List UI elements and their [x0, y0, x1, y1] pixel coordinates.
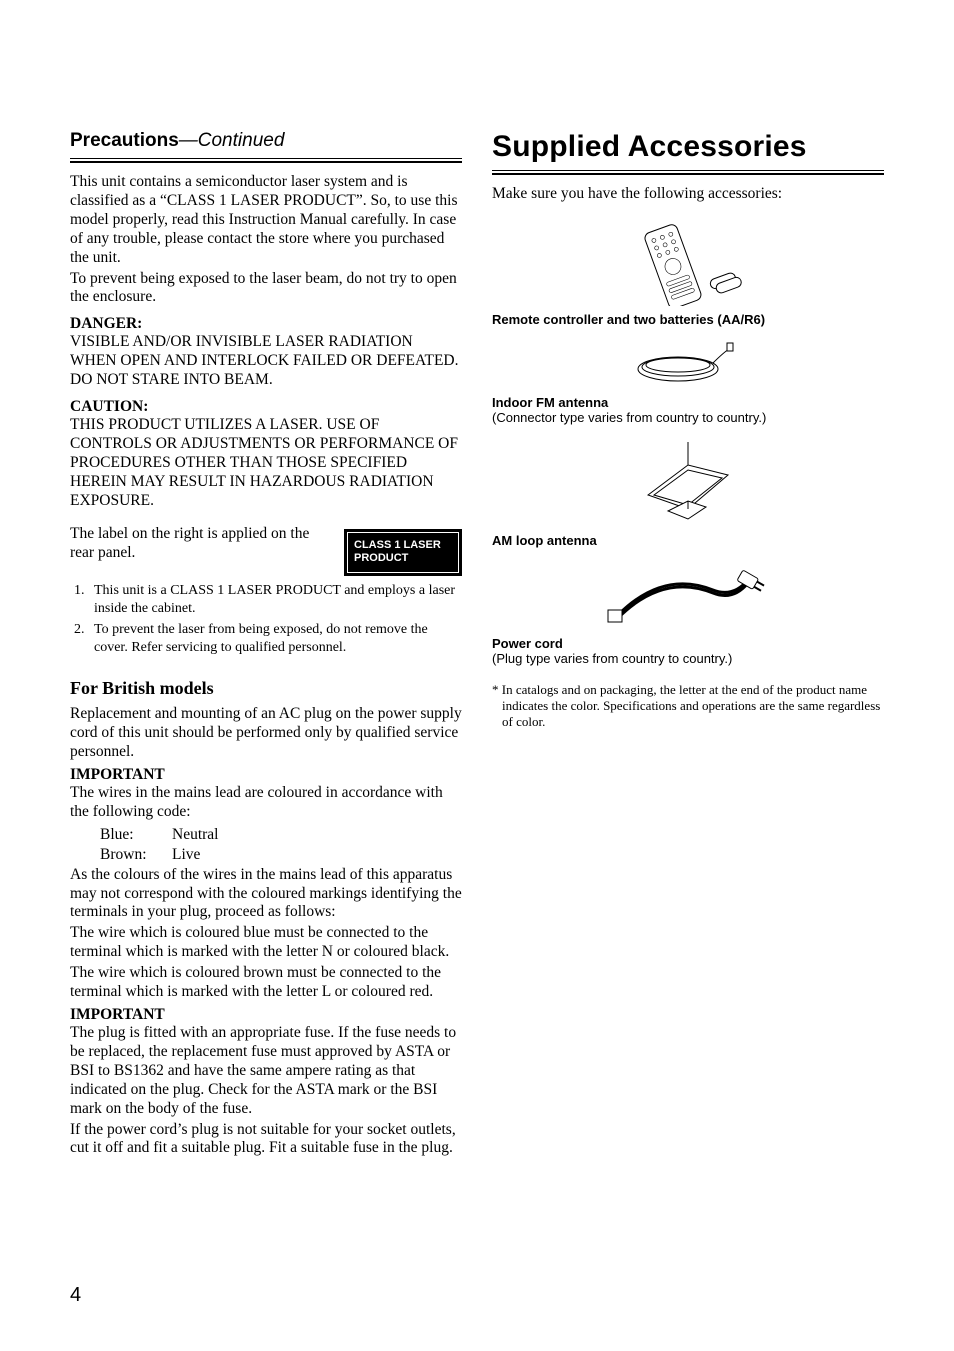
accessory-am-antenna: AM loop antenna: [492, 437, 884, 548]
intro-paragraph-2: To prevent being exposed to the laser be…: [70, 270, 462, 308]
wire-blue-key: Blue:: [100, 826, 170, 844]
fuse-p1: The plug is fitted with an appropriate f…: [70, 1024, 462, 1119]
supplied-intro: Make sure you have the following accesso…: [492, 185, 884, 204]
fuse-p2: If the power cord’s plug is not suitable…: [70, 1121, 462, 1159]
intro-paragraph-1: This unit contains a semiconductor laser…: [70, 173, 462, 268]
danger-body: VISIBLE AND/OR INVISIBLE LASER RADIATION…: [70, 333, 462, 390]
wire-brown-key: Brown:: [100, 846, 170, 864]
danger-heading: DANGER:: [70, 315, 462, 333]
wires-p2: As the colours of the wires in the mains…: [70, 866, 462, 923]
british-models-heading: For British models: [70, 678, 462, 699]
wires-p3: The wire which is coloured blue must be …: [70, 924, 462, 962]
british-p1: Replacement and mounting of an AC plug o…: [70, 705, 462, 762]
label-description: The label on the right is applied on the…: [70, 525, 324, 563]
important-heading-2: IMPORTANT: [70, 1006, 462, 1024]
precautions-heading: Precautions—Continued: [70, 130, 284, 151]
remote-controller-icon: [492, 216, 884, 306]
page-number: 4: [70, 1284, 81, 1307]
am-loop-antenna-icon: [492, 437, 884, 527]
power-cord-label: Power cord: [492, 636, 884, 651]
supplied-heading-bar: Supplied Accessories: [492, 130, 884, 171]
caution-heading: CAUTION:: [70, 398, 462, 416]
accessory-power-cord: Power cord (Plug type varies from countr…: [492, 560, 884, 666]
remote-label: Remote controller and two batteries (AA/…: [492, 312, 884, 327]
fm-label: Indoor FM antenna: [492, 395, 884, 410]
laser-note-2: To prevent the laser from being exposed,…: [88, 621, 462, 656]
accessory-fm-antenna: Indoor FM antenna (Connector type varies…: [492, 339, 884, 425]
fm-sublabel: (Connector type varies from country to c…: [492, 410, 884, 425]
right-column: Supplied Accessories Make sure you have …: [492, 130, 884, 1160]
wires-p1: The wires in the mains lead are coloured…: [70, 784, 462, 822]
wire-blue-value: Neutral: [172, 826, 218, 844]
laser-note-1: This unit is a CLASS 1 LASER PRODUCT and…: [88, 582, 462, 617]
table-row: Blue: Neutral: [100, 826, 218, 844]
left-column: Precautions—Continued This unit contains…: [70, 130, 462, 1160]
catalog-footnote: * In catalogs and on packaging, the lett…: [492, 682, 884, 731]
power-cord-icon: [492, 560, 884, 630]
wires-p4: The wire which is coloured brown must be…: [70, 964, 462, 1002]
accessory-remote: Remote controller and two batteries (AA/…: [492, 216, 884, 327]
fm-antenna-icon: [492, 339, 884, 389]
important-heading-1: IMPORTANT: [70, 766, 462, 784]
am-label: AM loop antenna: [492, 533, 884, 548]
table-row: Brown: Live: [100, 846, 218, 864]
precautions-title: Precautions: [70, 130, 179, 151]
precautions-continued: —Continued: [179, 130, 285, 151]
power-cord-sublabel: (Plug type varies from country to countr…: [492, 651, 884, 666]
wire-colour-table: Blue: Neutral Brown: Live: [98, 824, 220, 866]
caution-body: THIS PRODUCT UTILIZES A LASER. USE OF CO…: [70, 416, 462, 511]
laser-notes-list: This unit is a CLASS 1 LASER PRODUCT and…: [88, 582, 462, 656]
class-1-laser-label: CLASS 1 LASER PRODUCT: [344, 529, 462, 577]
wire-brown-value: Live: [172, 846, 218, 864]
precautions-heading-bar: Precautions—Continued: [70, 130, 462, 159]
supplied-heading: Supplied Accessories: [492, 130, 807, 163]
